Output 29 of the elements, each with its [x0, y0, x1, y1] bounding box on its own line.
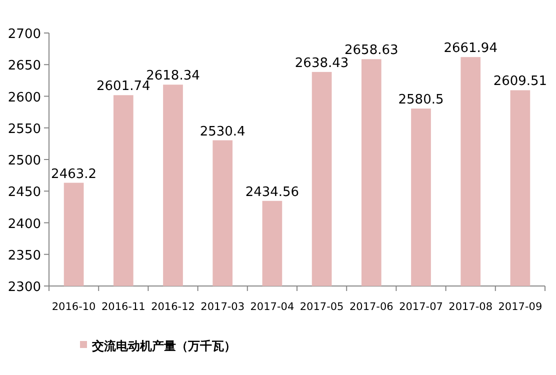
- y-tick-label: 2300: [8, 280, 41, 295]
- y-tick-label: 2700: [8, 27, 41, 42]
- data-label: 2530.4: [200, 124, 246, 140]
- x-tick-label: 2016-12: [151, 301, 195, 313]
- data-label: 2580.5: [398, 92, 444, 108]
- y-tick-label: 2450: [8, 185, 41, 200]
- y-tick-label: 2350: [8, 248, 41, 264]
- data-label: 2609.51: [493, 74, 548, 90]
- data-label: 2601.74: [96, 79, 150, 94]
- y-tick-label: 2650: [8, 58, 41, 74]
- x-tick-label: 2016-10: [52, 301, 96, 313]
- y-tick-label: 2600: [8, 90, 41, 106]
- y-tick-label: 2550: [8, 122, 41, 137]
- x-tick-label: 2016-11: [101, 301, 146, 313]
- x-tick-label: 2017-05: [300, 301, 344, 313]
- y-tick-label: 2500: [8, 154, 41, 168]
- x-tick-label: 2017-03: [200, 301, 245, 313]
- x-tick-label: 2017-08: [448, 301, 493, 313]
- data-label: 2463.2: [51, 166, 97, 182]
- data-label: 2661.94: [444, 41, 498, 56]
- legend-label: 交流电动机产量（万千瓦）: [91, 339, 236, 353]
- y-tick-label: 2400: [8, 216, 41, 232]
- x-tick-label: 2017-09: [498, 301, 542, 313]
- x-tick-label: 2017-04: [250, 301, 294, 313]
- data-label: 2638.43: [294, 56, 349, 71]
- x-tick-label: 2017-07: [399, 301, 443, 313]
- x-tick-label: 2017-06: [349, 301, 394, 313]
- data-label: 2658.63: [344, 43, 398, 58]
- data-label: 2434.56: [245, 184, 300, 200]
